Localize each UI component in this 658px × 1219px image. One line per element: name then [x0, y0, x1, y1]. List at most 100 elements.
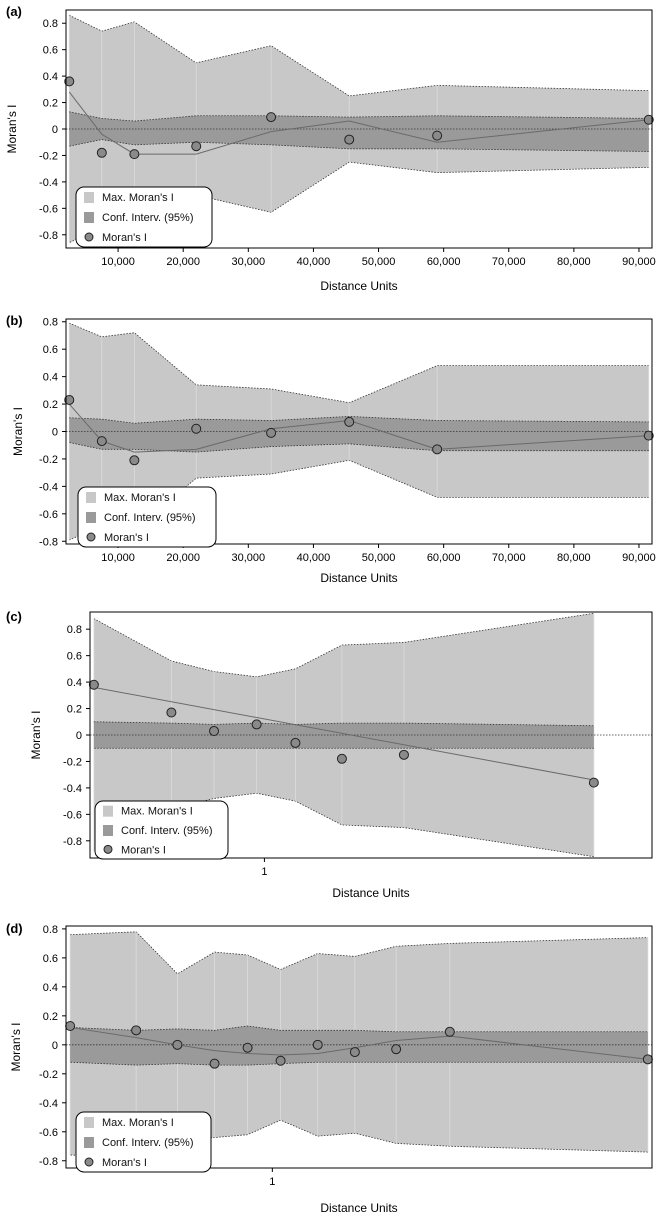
- y-tick-label: 0.6: [43, 45, 58, 57]
- y-tick-label: 0.2: [43, 98, 58, 110]
- x-tick-label: 60,000: [427, 552, 461, 564]
- legend-swatch-max: [84, 192, 94, 203]
- x-tick-label: 90,000: [622, 552, 656, 564]
- legend-entry-label: Moran's I: [102, 232, 147, 244]
- y-axis-title: Moran's I: [29, 711, 43, 760]
- y-tick-label: -0.4: [39, 1098, 58, 1110]
- y-tick-label: -0.6: [39, 203, 58, 215]
- morans-i-point: [266, 112, 277, 123]
- panel-label: (a): [6, 4, 22, 19]
- legend-entry-label: Max. Moran's I: [102, 1117, 174, 1129]
- y-tick-label: -0.8: [39, 536, 58, 548]
- x-axis-title: Distance Units: [320, 571, 397, 585]
- morans-i-point: [643, 430, 654, 441]
- panel-label: (d): [6, 921, 23, 936]
- plot-area: [90, 612, 652, 858]
- y-tick-label: 0: [52, 427, 58, 439]
- morans-i-point: [64, 76, 75, 87]
- x-tick-label: 1: [269, 1176, 275, 1188]
- y-tick-label: -0.2: [39, 150, 58, 162]
- morans-i-point: [643, 114, 654, 125]
- plot-frame: [65, 925, 653, 1169]
- x-tick-label: 80,000: [557, 256, 591, 268]
- x-tick-label: 30,000: [231, 552, 265, 564]
- legend-swatch-max: [103, 805, 113, 817]
- x-axis-title: Distance Units: [320, 1201, 397, 1215]
- legend-swatch-point: [103, 844, 113, 854]
- x-tick-label: 90,000: [622, 256, 656, 268]
- y-tick-label: -0.4: [63, 783, 82, 795]
- y-tick-label: 0.4: [43, 372, 58, 384]
- morans-i-point: [129, 149, 140, 160]
- morans-i-point: [65, 1020, 76, 1031]
- morans-i-point: [588, 777, 599, 788]
- legend-entry-label: Max. Moran's I: [102, 192, 174, 204]
- y-tick-label: -0.6: [39, 509, 58, 521]
- legend-entry-label: Moran's I: [104, 532, 149, 544]
- morans-i-point: [275, 1055, 286, 1066]
- legend-entry-label: Moran's I: [102, 1157, 147, 1169]
- morans-i-point: [266, 427, 277, 438]
- chart-panel-1: 0.8 0.6 0.4 0.2 0 -0.2 -0.4 -0.6 -0.8 10,000 20,00…: [5, 4, 656, 293]
- trend-line: [68, 403, 649, 453]
- y-tick-label: 0.2: [67, 704, 82, 716]
- legend-swatch-max: [86, 492, 96, 503]
- confidence-interval-band: [93, 721, 594, 749]
- morans-i-point: [391, 1044, 402, 1055]
- x-tick-label: 70,000: [492, 256, 526, 268]
- x-tick-label: 40,000: [297, 552, 331, 564]
- max-morans-i-band-lower-edge: [93, 792, 594, 858]
- x-tick-label: 20,000: [166, 552, 200, 564]
- panel-label: (b): [6, 313, 23, 328]
- y-tick-label: 0.6: [67, 651, 82, 663]
- morans-i-point: [344, 134, 355, 145]
- morans-i-point: [209, 726, 220, 737]
- legend: Max. Moran's I Conf. Interv. (95%) Moran's…: [75, 1111, 212, 1173]
- y-tick-label: -0.6: [39, 1127, 58, 1139]
- morans-i-point: [251, 719, 262, 730]
- legend: Max. Moran's I Conf. Interv. (95%) Moran's…: [75, 186, 213, 248]
- legend-entry-label: Max. Moran's I: [104, 492, 176, 504]
- trend-line: [70, 1026, 648, 1060]
- max-morans-i-band-lower-edge: [69, 459, 649, 541]
- morans-i-point: [642, 1054, 653, 1065]
- y-tick-label: 0.4: [67, 677, 82, 689]
- x-tick-label: 20,000: [166, 256, 200, 268]
- legend-entry-label: Conf. Interv. (95%): [102, 212, 194, 224]
- y-axis-title: Moran's I: [11, 407, 25, 456]
- legend-swatch-conf: [84, 212, 94, 223]
- legend-swatch-conf: [103, 825, 113, 836]
- chart-panel-4: 0.8 0.6 0.4 0.2 0 -0.2 -0.4 -0.6 -0.8 1 (d) Distanc…: [6, 921, 653, 1215]
- y-tick-label: -0.2: [39, 1069, 58, 1081]
- confidence-interval-band-upper-edge: [70, 1025, 648, 1033]
- y-axis-title: Moran's I: [9, 1023, 23, 1072]
- morans-i-point: [191, 141, 202, 152]
- x-tick-label: 10,000: [101, 552, 135, 564]
- y-tick-label: 0: [52, 1040, 58, 1052]
- confidence-interval-band-lower-edge: [69, 139, 649, 152]
- morans-i-point: [336, 753, 347, 764]
- y-axis-title: Moran's I: [5, 105, 19, 154]
- legend-box: [75, 186, 213, 248]
- y-tick-label: 0.8: [43, 924, 58, 936]
- x-tick-label: 1: [261, 866, 267, 878]
- confidence-interval-band-lower-edge: [69, 442, 649, 453]
- y-tick-label: -0.4: [39, 177, 58, 189]
- legend-swatch-conf: [84, 1137, 94, 1148]
- confidence-interval-band: [70, 1025, 648, 1066]
- max-morans-i-band-upper-edge: [69, 322, 649, 404]
- legend-entry-label: Max. Moran's I: [121, 806, 193, 818]
- y-tick-label: 0.8: [43, 18, 58, 30]
- morans-i-point: [349, 1047, 360, 1058]
- legend-box: [94, 800, 229, 860]
- y-tick-label: -0.8: [39, 230, 58, 242]
- legend: Max. Moran's I Conf. Interv. (95%) Moran's…: [77, 486, 217, 548]
- x-tick-label: 50,000: [362, 256, 396, 268]
- confidence-interval-band-upper-edge: [93, 721, 594, 727]
- trend-line: [68, 91, 649, 155]
- legend: Max. Moran's I Conf. Interv. (95%) Moran's…: [94, 800, 229, 860]
- x-axis-title: Distance Units: [320, 279, 397, 293]
- legend-entry-label: Moran's I: [121, 844, 166, 856]
- legend-entry-label: Conf. Interv. (95%): [104, 512, 196, 524]
